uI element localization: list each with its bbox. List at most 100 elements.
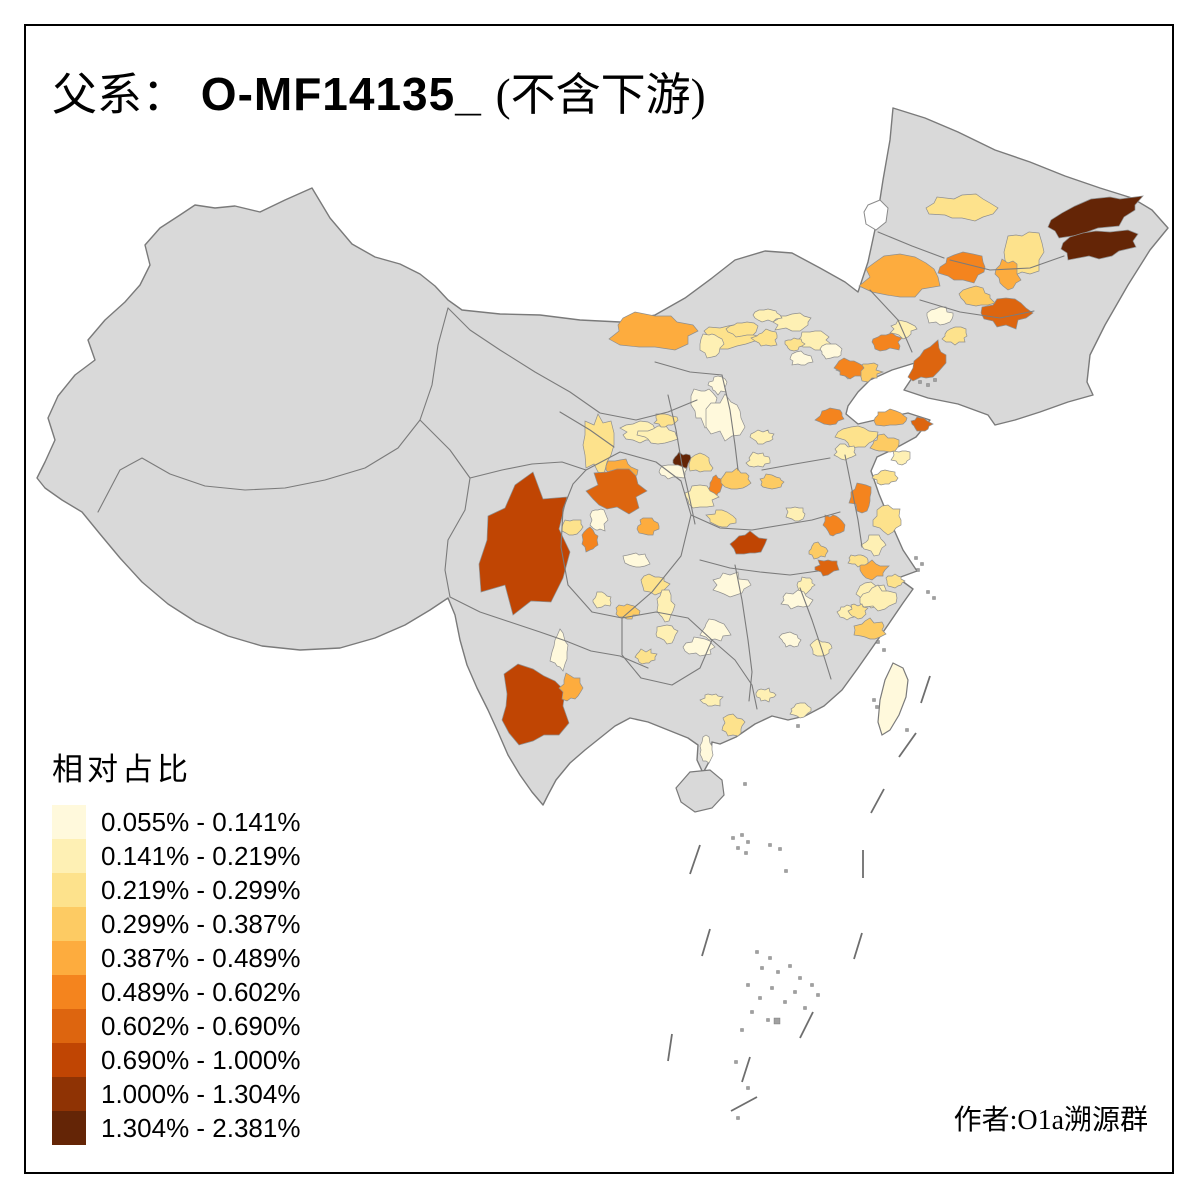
islet bbox=[758, 996, 762, 1000]
legend-swatch bbox=[52, 1077, 86, 1111]
dash-segment bbox=[870, 788, 885, 814]
islet bbox=[746, 1086, 750, 1090]
islet bbox=[784, 869, 788, 873]
prefecture-region bbox=[907, 339, 947, 382]
legend-item: 0.489% - 0.602% bbox=[52, 975, 300, 1009]
prefecture-region bbox=[869, 433, 900, 453]
legend-swatch bbox=[52, 907, 86, 941]
prefecture-region bbox=[859, 584, 898, 612]
islet bbox=[932, 596, 936, 600]
dash-segment bbox=[920, 675, 931, 704]
islet bbox=[810, 983, 814, 987]
prefecture-region bbox=[871, 469, 899, 486]
dash-segment bbox=[689, 844, 701, 875]
prefecture-region bbox=[994, 258, 1022, 291]
legend-label: 0.141% - 0.219% bbox=[101, 840, 301, 871]
prefecture-region bbox=[836, 604, 857, 621]
prefecture-region bbox=[860, 534, 887, 557]
prefecture-region bbox=[672, 451, 692, 469]
page-title: 父系： O-MF14135_ (不含下游) bbox=[52, 58, 706, 123]
prefecture-region bbox=[889, 319, 918, 340]
islet bbox=[746, 840, 750, 844]
prefecture-region bbox=[910, 416, 934, 432]
legend-item: 0.690% - 1.000% bbox=[52, 1043, 300, 1077]
prefecture-region bbox=[745, 451, 771, 468]
islet bbox=[914, 556, 918, 560]
legend: 相对占比 0.055% - 0.141% 0.141% - 0.219% 0.219… bbox=[52, 744, 300, 1145]
prefecture-region bbox=[705, 509, 737, 528]
islet bbox=[744, 851, 748, 855]
prefecture-region bbox=[789, 702, 812, 719]
islet bbox=[746, 983, 750, 987]
legend-item: 0.219% - 0.299% bbox=[52, 873, 300, 907]
prefecture-region bbox=[848, 482, 872, 514]
islet bbox=[734, 1060, 738, 1064]
legend-item: 0.299% - 0.387% bbox=[52, 907, 300, 941]
islet bbox=[743, 782, 747, 786]
prefecture-region bbox=[853, 617, 887, 640]
islet bbox=[798, 976, 802, 980]
prefecture-region bbox=[784, 337, 806, 352]
islet bbox=[796, 724, 800, 728]
islet bbox=[778, 847, 782, 851]
title-haplogroup: O-MF14135_ bbox=[187, 68, 496, 120]
province-borders bbox=[97, 231, 1065, 710]
prefecture-region bbox=[581, 526, 599, 553]
prefecture-region bbox=[778, 631, 802, 648]
prefecture-region bbox=[785, 506, 806, 522]
legend-item: 0.602% - 0.690% bbox=[52, 1009, 300, 1043]
islet bbox=[882, 648, 886, 652]
prefecture-region bbox=[721, 713, 746, 737]
prefecture-region bbox=[478, 471, 571, 616]
prefecture-region bbox=[636, 425, 679, 445]
islet bbox=[770, 986, 774, 990]
prefecture-region bbox=[808, 541, 829, 560]
islet bbox=[816, 993, 820, 997]
prefecture-region bbox=[858, 559, 890, 581]
dash-segment bbox=[853, 932, 863, 960]
prefecture-region bbox=[834, 425, 879, 449]
islet bbox=[731, 836, 735, 840]
prefecture-region bbox=[699, 693, 724, 707]
prefecture-region bbox=[885, 573, 906, 589]
prefecture-region bbox=[558, 672, 584, 702]
prefecture-region bbox=[833, 443, 857, 461]
prefecture-region bbox=[1047, 195, 1144, 239]
dash-segment bbox=[799, 1011, 814, 1039]
islet bbox=[926, 383, 930, 387]
legend-swatch bbox=[52, 805, 86, 839]
islet bbox=[920, 562, 924, 566]
prefecture-region bbox=[941, 326, 968, 346]
dash-segment bbox=[667, 1033, 673, 1062]
lake bbox=[863, 199, 889, 231]
legend-item: 0.387% - 0.489% bbox=[52, 941, 300, 975]
prefecture-region bbox=[814, 559, 840, 577]
prefecture-region bbox=[819, 343, 843, 360]
prefecture-region bbox=[656, 589, 676, 623]
legend-items: 0.055% - 0.141% 0.141% - 0.219% 0.219% - 0… bbox=[52, 805, 300, 1145]
taiwan-island bbox=[877, 662, 909, 736]
islet bbox=[926, 590, 930, 594]
islet bbox=[876, 640, 880, 644]
islet bbox=[905, 728, 909, 732]
islet bbox=[760, 966, 764, 970]
prefecture-region bbox=[705, 393, 746, 442]
prefecture-region bbox=[833, 357, 865, 380]
prefecture-region bbox=[749, 429, 775, 445]
legend-item: 0.055% - 0.141% bbox=[52, 805, 300, 839]
prefecture-region bbox=[750, 328, 778, 347]
prefecture-region bbox=[699, 734, 714, 764]
hainan-island bbox=[675, 769, 725, 813]
title-suffix: (不含下游) bbox=[495, 70, 706, 120]
legend-swatch bbox=[52, 975, 86, 1009]
islet bbox=[736, 1116, 740, 1120]
prefecture-region bbox=[780, 589, 814, 610]
prefecture-region bbox=[501, 663, 570, 746]
islet bbox=[755, 950, 759, 954]
legend-label: 1.000% - 1.304% bbox=[101, 1078, 301, 1109]
title-prefix: 父系： bbox=[52, 70, 188, 120]
islet bbox=[740, 833, 744, 837]
prefecture-region bbox=[585, 468, 648, 515]
legend-item: 1.000% - 1.304% bbox=[52, 1077, 300, 1111]
